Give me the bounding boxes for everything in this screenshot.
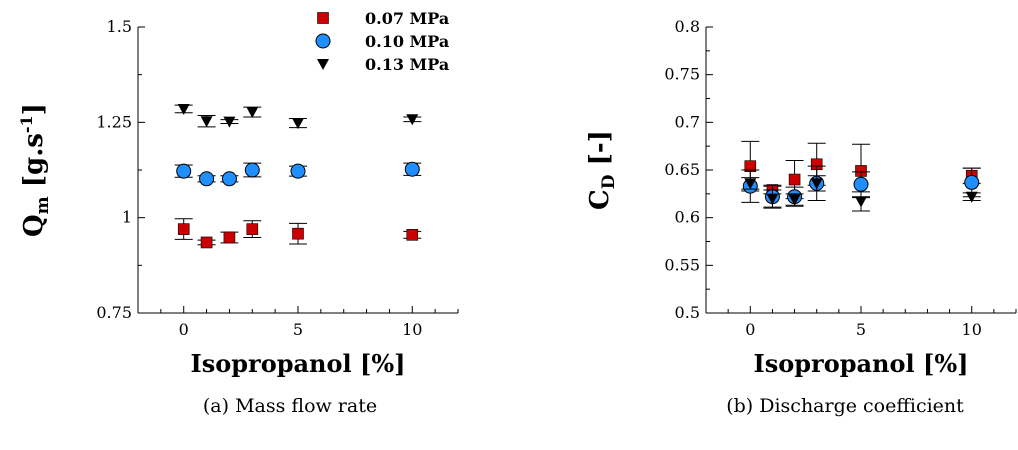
y-tick-label: 1.5 — [107, 17, 132, 36]
data-point-triangle — [200, 116, 213, 128]
x-tick-label: 10 — [962, 320, 982, 339]
caption-mass-flow-rate: (a) Mass flow rate — [202, 395, 378, 417]
data-point-circle — [199, 171, 215, 187]
y-tick-label: 1 — [122, 208, 132, 227]
y-tick-label: 0.8 — [675, 17, 700, 36]
y-tick-label: 1.25 — [96, 112, 132, 131]
data-point-triangle — [855, 196, 867, 208]
chart-panel-discharge-coefficient: 0.5 0.55 0.6 0.65 0.7 0.75 0.8 0 5 10 Isopropanol … — [585, 17, 1017, 378]
data-point-triangle — [766, 193, 779, 205]
data-point-triangle — [223, 116, 236, 128]
x-tick-label: 0 — [745, 320, 755, 339]
data-point-circle — [244, 162, 260, 178]
y-axis-label: CD [-] — [585, 130, 619, 210]
data-point-square — [317, 12, 329, 24]
y-tick-label: 0.75 — [664, 65, 700, 84]
legend-label: 0.13 MPa — [365, 55, 449, 74]
data-point-square — [200, 236, 213, 249]
data-point-circle — [964, 174, 980, 190]
legend-label: 0.07 MPa — [365, 9, 449, 28]
y-axis-label: Qm [g.s-1] — [17, 103, 53, 237]
data-point-triangle — [177, 103, 190, 115]
y-tick-label: 0.7 — [675, 112, 700, 131]
y-tick-label: 0.6 — [675, 208, 700, 227]
y-tick-label: 0.75 — [96, 303, 132, 322]
data-point-circle — [221, 171, 237, 187]
chart-panel-mass-flow-rate: 0.75 1 1.25 1.5 0 5 10 Isopropanol [%] Qm [g.s-1… — [17, 9, 459, 378]
series-0-13-mpa — [174, 103, 422, 130]
x-tick-label: 5 — [856, 320, 866, 339]
series-0-10-mpa — [174, 161, 422, 187]
data-point-circle — [176, 163, 192, 179]
x-axis-label: Isopropanol [%] — [191, 349, 406, 378]
data-point-triangle — [744, 178, 757, 190]
y-tick-label: 0.5 — [675, 303, 700, 322]
x-axis-label: Isopropanol [%] — [754, 349, 969, 378]
y-tick-label: 0.65 — [664, 160, 700, 179]
data-point-circle — [290, 163, 306, 179]
data-point-circle — [315, 33, 331, 49]
data-point-triangle — [246, 107, 259, 119]
series-0-07-mpa — [174, 218, 422, 249]
data-point-triangle — [317, 59, 329, 70]
data-point-square — [406, 229, 419, 241]
data-point-triangle — [788, 194, 801, 206]
caption-discharge-coefficient: (b) Discharge coefficient — [726, 395, 964, 417]
data-point-triangle — [965, 191, 978, 203]
x-tick-label: 0 — [179, 320, 189, 339]
x-tick-label: 10 — [402, 320, 422, 339]
data-point-square — [246, 223, 259, 235]
data-point-triangle — [406, 114, 419, 126]
data-point-square — [223, 231, 236, 244]
x-tick-label: 5 — [293, 320, 303, 339]
legend-label: 0.10 MPa — [365, 32, 449, 51]
series-0-13-mpa — [741, 175, 981, 212]
data-point-circle — [853, 176, 869, 192]
data-point-triangle — [810, 178, 823, 190]
data-point-square — [788, 173, 801, 186]
data-point-triangle — [292, 118, 304, 130]
y-tick-label: 0.55 — [664, 255, 700, 274]
data-point-square — [292, 227, 304, 240]
data-point-square — [177, 223, 190, 235]
data-point-circle — [404, 161, 420, 177]
